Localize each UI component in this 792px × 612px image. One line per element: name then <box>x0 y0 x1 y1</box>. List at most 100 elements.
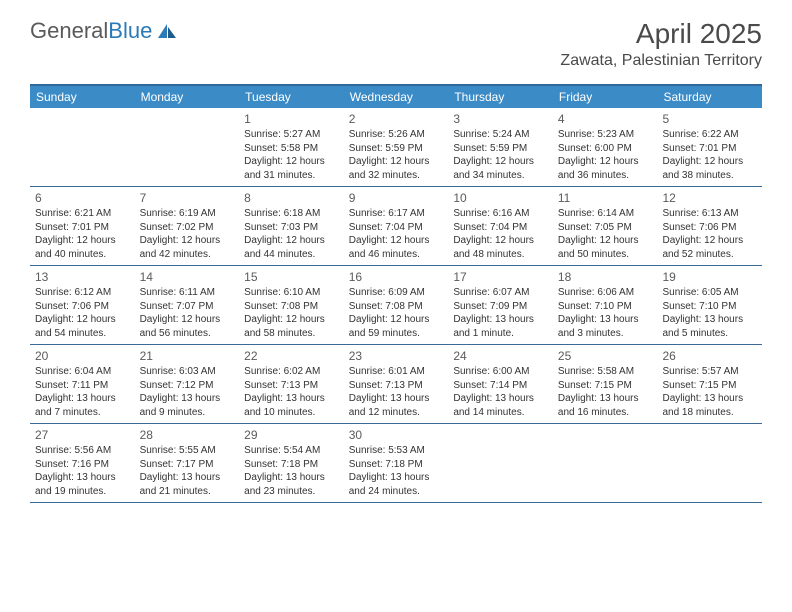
sunrise-text: Sunrise: 6:16 AM <box>453 207 548 221</box>
sunrise-text: Sunrise: 6:02 AM <box>244 365 339 379</box>
sunset-text: Sunset: 7:06 PM <box>35 300 130 314</box>
daylight-text: Daylight: 12 hours and 46 minutes. <box>349 234 444 261</box>
day-number: 12 <box>662 190 757 206</box>
daylight-text: Daylight: 12 hours and 54 minutes. <box>35 313 130 340</box>
sunset-text: Sunset: 7:12 PM <box>140 379 235 393</box>
sunrise-text: Sunrise: 5:53 AM <box>349 444 444 458</box>
sunrise-text: Sunrise: 6:21 AM <box>35 207 130 221</box>
logo-sail-icon <box>156 22 178 40</box>
sunrise-text: Sunrise: 6:10 AM <box>244 286 339 300</box>
day-cell <box>657 424 762 502</box>
weekday-row: SundayMondayTuesdayWednesdayThursdayFrid… <box>30 86 762 108</box>
day-cell: 26Sunrise: 5:57 AMSunset: 7:15 PMDayligh… <box>657 345 762 423</box>
day-number: 29 <box>244 427 339 443</box>
logo-text-blue: Blue <box>108 18 152 44</box>
day-cell <box>448 424 553 502</box>
daylight-text: Daylight: 13 hours and 7 minutes. <box>35 392 130 419</box>
day-cell: 18Sunrise: 6:06 AMSunset: 7:10 PMDayligh… <box>553 266 658 344</box>
day-number: 8 <box>244 190 339 206</box>
day-cell: 22Sunrise: 6:02 AMSunset: 7:13 PMDayligh… <box>239 345 344 423</box>
day-number: 4 <box>558 111 653 127</box>
day-cell: 20Sunrise: 6:04 AMSunset: 7:11 PMDayligh… <box>30 345 135 423</box>
sunrise-text: Sunrise: 5:57 AM <box>662 365 757 379</box>
sunrise-text: Sunrise: 6:22 AM <box>662 128 757 142</box>
daylight-text: Daylight: 13 hours and 9 minutes. <box>140 392 235 419</box>
sunset-text: Sunset: 7:09 PM <box>453 300 548 314</box>
day-cell: 5Sunrise: 6:22 AMSunset: 7:01 PMDaylight… <box>657 108 762 186</box>
day-cell: 21Sunrise: 6:03 AMSunset: 7:12 PMDayligh… <box>135 345 240 423</box>
daylight-text: Daylight: 12 hours and 59 minutes. <box>349 313 444 340</box>
sunset-text: Sunset: 7:10 PM <box>558 300 653 314</box>
day-cell: 24Sunrise: 6:00 AMSunset: 7:14 PMDayligh… <box>448 345 553 423</box>
daylight-text: Daylight: 12 hours and 32 minutes. <box>349 155 444 182</box>
day-number: 9 <box>349 190 444 206</box>
day-cell: 19Sunrise: 6:05 AMSunset: 7:10 PMDayligh… <box>657 266 762 344</box>
location: Zawata, Palestinian Territory <box>560 52 762 70</box>
title-block: April 2025 Zawata, Palestinian Territory <box>560 18 762 70</box>
weekday-monday: Monday <box>135 86 240 108</box>
sunrise-text: Sunrise: 6:06 AM <box>558 286 653 300</box>
day-cell: 13Sunrise: 6:12 AMSunset: 7:06 PMDayligh… <box>30 266 135 344</box>
sunrise-text: Sunrise: 6:03 AM <box>140 365 235 379</box>
weekday-saturday: Saturday <box>657 86 762 108</box>
month-title: April 2025 <box>560 18 762 50</box>
day-number: 11 <box>558 190 653 206</box>
daylight-text: Daylight: 13 hours and 21 minutes. <box>140 471 235 498</box>
sunrise-text: Sunrise: 5:24 AM <box>453 128 548 142</box>
sunrise-text: Sunrise: 6:04 AM <box>35 365 130 379</box>
day-number: 30 <box>349 427 444 443</box>
day-number: 28 <box>140 427 235 443</box>
daylight-text: Daylight: 13 hours and 18 minutes. <box>662 392 757 419</box>
sunrise-text: Sunrise: 6:09 AM <box>349 286 444 300</box>
daylight-text: Daylight: 12 hours and 42 minutes. <box>140 234 235 261</box>
day-number: 27 <box>35 427 130 443</box>
weekday-thursday: Thursday <box>448 86 553 108</box>
day-number: 6 <box>35 190 130 206</box>
day-cell: 1Sunrise: 5:27 AMSunset: 5:58 PMDaylight… <box>239 108 344 186</box>
day-number: 1 <box>244 111 339 127</box>
daylight-text: Daylight: 13 hours and 16 minutes. <box>558 392 653 419</box>
day-number: 21 <box>140 348 235 364</box>
day-number: 2 <box>349 111 444 127</box>
sunrise-text: Sunrise: 5:54 AM <box>244 444 339 458</box>
sunrise-text: Sunrise: 5:56 AM <box>35 444 130 458</box>
day-cell: 17Sunrise: 6:07 AMSunset: 7:09 PMDayligh… <box>448 266 553 344</box>
day-cell: 7Sunrise: 6:19 AMSunset: 7:02 PMDaylight… <box>135 187 240 265</box>
sunrise-text: Sunrise: 5:55 AM <box>140 444 235 458</box>
sunrise-text: Sunrise: 5:23 AM <box>558 128 653 142</box>
sunset-text: Sunset: 7:03 PM <box>244 221 339 235</box>
week-row: 13Sunrise: 6:12 AMSunset: 7:06 PMDayligh… <box>30 266 762 345</box>
sunrise-text: Sunrise: 6:14 AM <box>558 207 653 221</box>
sunset-text: Sunset: 7:08 PM <box>349 300 444 314</box>
day-cell: 23Sunrise: 6:01 AMSunset: 7:13 PMDayligh… <box>344 345 449 423</box>
sunset-text: Sunset: 7:13 PM <box>349 379 444 393</box>
daylight-text: Daylight: 12 hours and 56 minutes. <box>140 313 235 340</box>
day-number: 14 <box>140 269 235 285</box>
day-cell: 10Sunrise: 6:16 AMSunset: 7:04 PMDayligh… <box>448 187 553 265</box>
sunrise-text: Sunrise: 6:00 AM <box>453 365 548 379</box>
daylight-text: Daylight: 13 hours and 12 minutes. <box>349 392 444 419</box>
day-cell: 30Sunrise: 5:53 AMSunset: 7:18 PMDayligh… <box>344 424 449 502</box>
daylight-text: Daylight: 12 hours and 58 minutes. <box>244 313 339 340</box>
sunrise-text: Sunrise: 6:18 AM <box>244 207 339 221</box>
sunset-text: Sunset: 7:06 PM <box>662 221 757 235</box>
sunset-text: Sunset: 7:13 PM <box>244 379 339 393</box>
day-cell: 16Sunrise: 6:09 AMSunset: 7:08 PMDayligh… <box>344 266 449 344</box>
sunset-text: Sunset: 5:58 PM <box>244 142 339 156</box>
sunset-text: Sunset: 7:01 PM <box>35 221 130 235</box>
day-cell: 9Sunrise: 6:17 AMSunset: 7:04 PMDaylight… <box>344 187 449 265</box>
day-number: 20 <box>35 348 130 364</box>
sunrise-text: Sunrise: 6:11 AM <box>140 286 235 300</box>
day-cell: 15Sunrise: 6:10 AMSunset: 7:08 PMDayligh… <box>239 266 344 344</box>
daylight-text: Daylight: 12 hours and 34 minutes. <box>453 155 548 182</box>
day-cell: 14Sunrise: 6:11 AMSunset: 7:07 PMDayligh… <box>135 266 240 344</box>
day-cell <box>30 108 135 186</box>
daylight-text: Daylight: 13 hours and 3 minutes. <box>558 313 653 340</box>
daylight-text: Daylight: 13 hours and 10 minutes. <box>244 392 339 419</box>
day-number: 26 <box>662 348 757 364</box>
sunrise-text: Sunrise: 6:12 AM <box>35 286 130 300</box>
sunrise-text: Sunrise: 5:58 AM <box>558 365 653 379</box>
week-row: 1Sunrise: 5:27 AMSunset: 5:58 PMDaylight… <box>30 108 762 187</box>
sunset-text: Sunset: 7:08 PM <box>244 300 339 314</box>
day-number: 15 <box>244 269 339 285</box>
